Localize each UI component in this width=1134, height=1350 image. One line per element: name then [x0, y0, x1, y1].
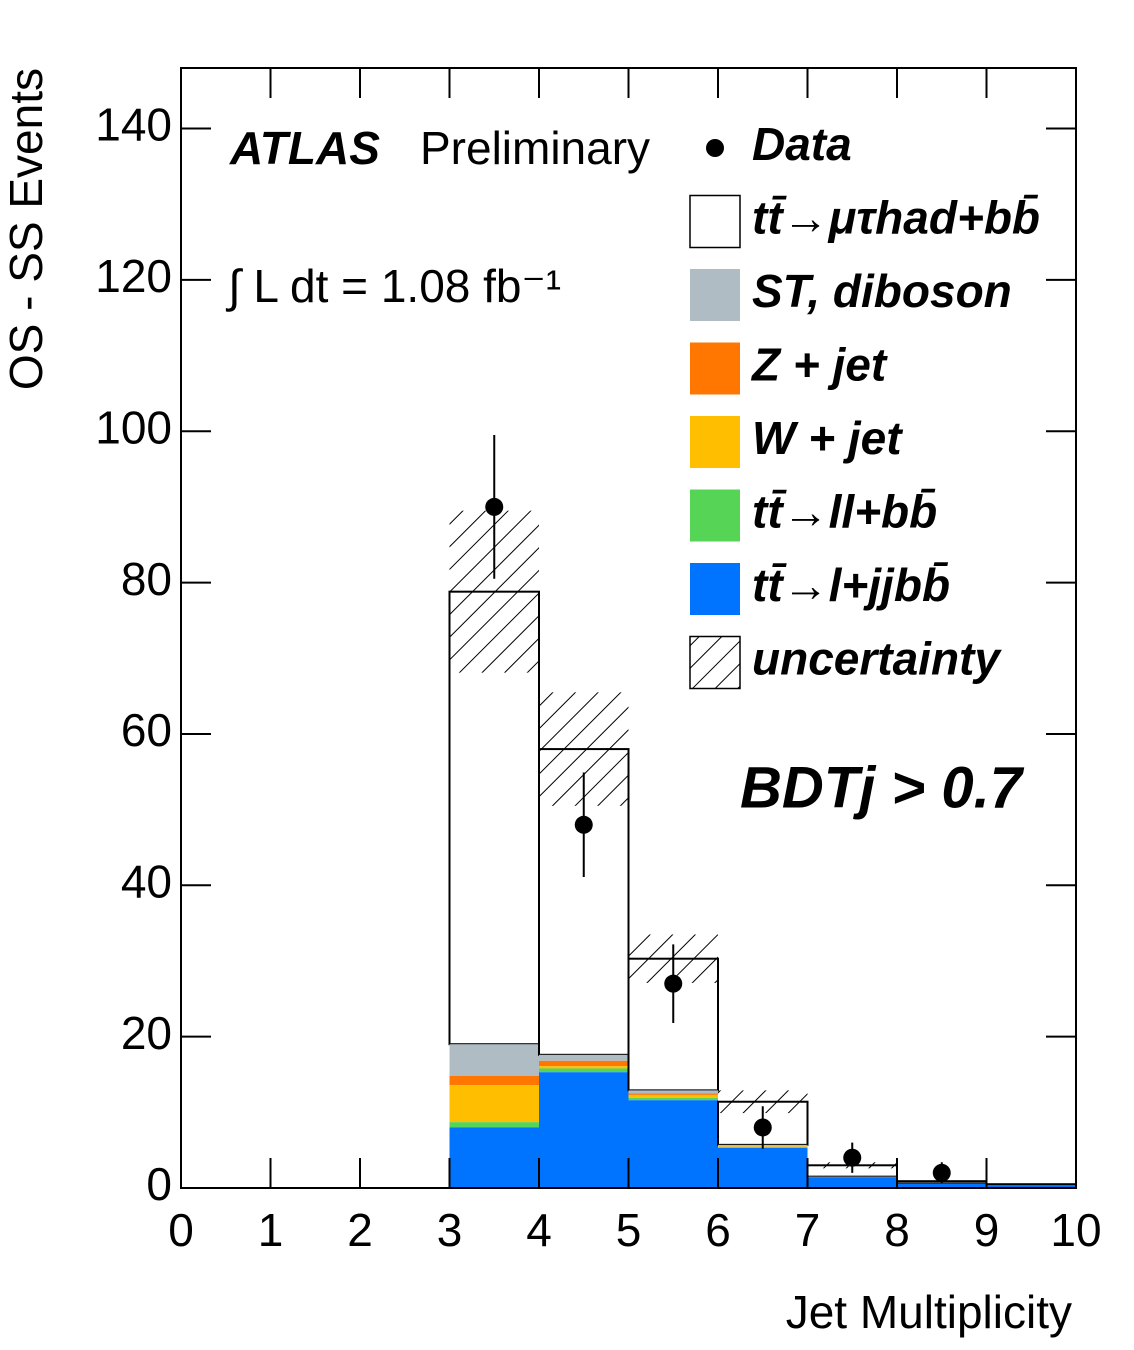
legend-swatch — [689, 635, 741, 690]
legend-label: tt̄→μτhad+bb̄ — [752, 192, 1040, 244]
legend-label: tt̄→ll+bb̄ — [752, 486, 937, 538]
data-point — [753, 1118, 772, 1137]
legend-swatch — [690, 563, 740, 615]
bar-segment — [628, 1093, 718, 1095]
bar-segment — [449, 1085, 539, 1123]
y-tick-label: 140 — [95, 99, 172, 151]
x-tick-label: 0 — [168, 1204, 194, 1256]
legend-swatch — [690, 416, 740, 468]
x-tick-label: 8 — [884, 1204, 910, 1256]
uncertainty-band — [986, 1183, 1076, 1185]
x-tick-label: 7 — [795, 1204, 821, 1256]
bar-segment — [449, 1076, 539, 1086]
y-tick-label: 0 — [146, 1158, 172, 1210]
legend-label: ST, diboson — [752, 265, 1012, 317]
y-axis-label: OS - SS Events — [0, 68, 52, 390]
selection-label: BDTj > 0.7 — [740, 755, 1025, 820]
x-tick-label: 1 — [258, 1204, 284, 1256]
x-tick-label: 10 — [1050, 1204, 1101, 1256]
bar-segment — [539, 1066, 629, 1069]
y-tick-label: 100 — [95, 401, 172, 453]
legend-swatch — [689, 194, 741, 249]
y-tick-label: 40 — [121, 855, 172, 907]
bar-segment — [449, 1122, 539, 1128]
y-tick-label: 20 — [121, 1007, 172, 1059]
bar-segment — [718, 1147, 808, 1188]
legend-swatch — [690, 342, 740, 395]
bar-segment — [449, 1044, 539, 1076]
bar-segment — [539, 1068, 629, 1073]
bar-segment — [986, 1184, 1076, 1188]
legend-label: Z + jet — [750, 339, 888, 391]
data-point — [485, 497, 504, 516]
legend-label: W + jet — [752, 412, 903, 464]
legend-swatch — [690, 489, 740, 542]
bar-segment — [539, 1054, 629, 1061]
legend-label: tt̄→l+jjbb̄ — [752, 559, 950, 611]
x-tick-label: 4 — [526, 1204, 552, 1256]
data-point — [932, 1163, 951, 1182]
bar-segment — [539, 1060, 629, 1067]
luminosity-label: ∫ L dt = 1.08 fb⁻¹ — [225, 260, 561, 312]
x-axis-label: Jet Multiplicity — [786, 1286, 1072, 1338]
x-tick-label: 6 — [705, 1204, 731, 1256]
y-tick-label: 80 — [121, 553, 172, 605]
legend-marker — [706, 139, 724, 157]
bar-segment — [628, 1100, 718, 1188]
legend-label: uncertainty — [752, 633, 1002, 685]
data-point — [574, 815, 593, 834]
bar-segment — [897, 1183, 987, 1188]
bar-segment — [628, 1094, 718, 1098]
x-tick-label: 9 — [974, 1204, 1000, 1256]
legend-label: Data — [752, 118, 852, 170]
y-tick-label: 120 — [95, 250, 172, 302]
bar-segment — [628, 1097, 718, 1101]
plot-area — [448, 435, 1077, 1188]
bar-segment — [449, 1127, 539, 1188]
data-point — [843, 1148, 862, 1167]
bar-segment — [807, 1176, 897, 1178]
experiment-label: ATLAS — [229, 122, 380, 174]
bar-segment — [628, 1090, 718, 1094]
bar-segment — [539, 1072, 629, 1188]
bar-segment — [807, 1177, 897, 1188]
status-label: Preliminary — [420, 122, 650, 174]
x-tick-label: 2 — [347, 1204, 373, 1256]
legend-swatch — [690, 269, 740, 321]
x-tick-label: 3 — [437, 1204, 463, 1256]
y-tick-label: 60 — [121, 704, 172, 756]
data-point — [664, 974, 683, 993]
x-tick-label: 5 — [616, 1204, 642, 1256]
uncertainty-band — [718, 1090, 808, 1114]
